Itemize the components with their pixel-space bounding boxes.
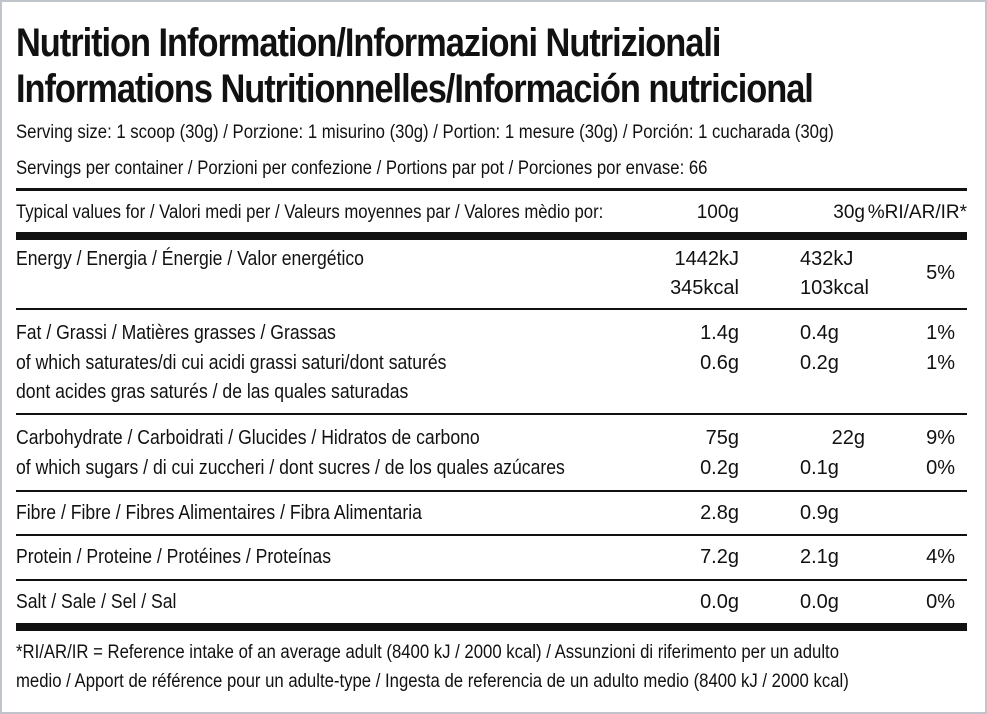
protein-30g: 2.1g	[800, 546, 839, 568]
rule-fat	[16, 413, 967, 415]
rule-top	[16, 188, 967, 191]
carb-100g: 75g	[705, 427, 739, 449]
energy-kj-30g: 432kJ	[800, 248, 854, 270]
rule-header	[16, 232, 967, 240]
fibre-label: Fibre / Fibre / Fibres Alimentaires / Fi…	[16, 502, 422, 524]
saturates-100g: 0.6g	[700, 352, 739, 374]
sugars-label: of which sugars / di cui zuccheri / dont…	[16, 457, 565, 479]
serving-size: Serving size: 1 scoop (30g) / Porzione: …	[16, 122, 834, 143]
salt-ri: 0%	[926, 591, 955, 613]
energy-kj-100g: 1442kJ	[674, 248, 740, 270]
saturates-label-2: dont acides gras saturés / de las quales…	[16, 381, 409, 403]
carb-label: Carbohydrate / Carboidrati / Glucides / …	[16, 427, 480, 449]
carb-30g: 22g	[831, 427, 865, 449]
fat-100g: 1.4g	[700, 322, 739, 344]
servings-per-container: Servings per container / Porzioni per co…	[16, 158, 708, 179]
rule-bottom	[16, 623, 967, 631]
title-line-1: Nutrition Information/Informazioni Nutri…	[16, 21, 721, 65]
fibre-100g: 2.8g	[700, 502, 739, 524]
protein-ri: 4%	[926, 546, 955, 568]
sugars-30g: 0.1g	[800, 457, 839, 479]
sugars-100g: 0.2g	[700, 457, 739, 479]
rule-fibre	[16, 534, 967, 536]
footnote: *RI/AR/IR = Reference intake of an avera…	[16, 638, 849, 696]
energy-kcal-30g: 103kcal	[800, 277, 869, 299]
fat-ri: 1%	[926, 322, 955, 344]
fibre-30g: 0.9g	[800, 502, 839, 524]
title-line-2: Informations Nutritionnelles/Información…	[16, 67, 814, 111]
protein-label: Protein / Proteine / Protéines / Proteín…	[16, 546, 332, 568]
label-title: Nutrition Information/Informazioni Nutri…	[16, 20, 814, 112]
carb-ri: 9%	[926, 427, 955, 449]
header-ri: %RI/AR/IR*	[867, 202, 967, 223]
salt-label: Salt / Sale / Sel / Sal	[16, 591, 177, 613]
rule-carb	[16, 490, 967, 492]
header-label: Typical values for / Valori medi per / V…	[16, 202, 604, 223]
protein-100g: 7.2g	[700, 546, 739, 568]
header-30g: 30g	[833, 202, 865, 223]
footnote-line-2: medio / Apport de référence pour un adul…	[16, 671, 849, 692]
salt-100g: 0.0g	[700, 591, 739, 613]
energy-label: Energy / Energia / Énergie / Valor energ…	[16, 248, 364, 270]
saturates-30g: 0.2g	[800, 352, 839, 374]
rule-protein	[16, 579, 967, 581]
saturates-ri: 1%	[926, 352, 955, 374]
fat-30g: 0.4g	[800, 322, 839, 344]
footnote-line-1: *RI/AR/IR = Reference intake of an avera…	[16, 642, 839, 663]
energy-kcal-100g: 345kcal	[670, 277, 739, 299]
energy-ri: 5%	[926, 262, 955, 284]
saturates-label-1: of which saturates/di cui acidi grassi s…	[16, 352, 447, 374]
sugars-ri: 0%	[926, 457, 955, 479]
fat-label: Fat / Grassi / Matières grasses / Grassa…	[16, 322, 336, 344]
header-100g: 100g	[696, 202, 739, 223]
salt-30g: 0.0g	[800, 591, 839, 613]
rule-energy	[16, 308, 967, 310]
